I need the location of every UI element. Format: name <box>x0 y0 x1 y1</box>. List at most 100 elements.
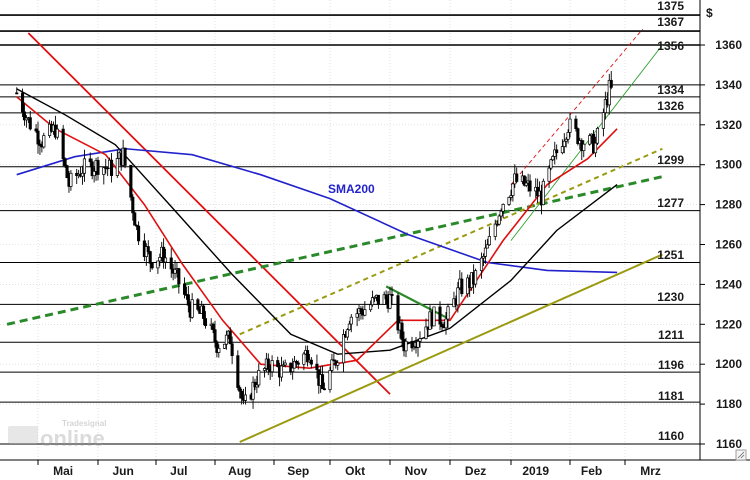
price-bar-body <box>133 212 137 226</box>
level-label: 1334 <box>657 83 684 97</box>
price-bar-body <box>294 361 298 364</box>
price-bar-body <box>63 158 67 166</box>
trendline-downtrend <box>27 32 391 395</box>
watermark-brand: Tradesignal <box>62 419 106 428</box>
level-labels: 1375 1367 1356 1334 1326 1299 1277 1251 1230 1211… <box>657 0 684 443</box>
price-bar-body <box>281 364 285 367</box>
y-axis-ticks: 1160 1180 1200 1220 1240 1260 1280 1300 1320 1340… <box>700 38 742 451</box>
price-bar-body <box>80 172 85 177</box>
price-bar-body <box>55 128 59 138</box>
price-bar-body <box>158 257 162 262</box>
price-bar-body <box>410 340 414 349</box>
price-bar-body <box>603 99 607 113</box>
price-bar-body <box>22 111 27 121</box>
y-tick-label: 1180 <box>716 397 742 411</box>
trendline-olive-dashed <box>239 147 663 336</box>
price-bar-body <box>438 306 442 325</box>
price-bar-body <box>528 180 532 192</box>
x-tick-label: Okt <box>345 464 365 478</box>
price-bar-body <box>253 381 257 388</box>
price-bar-body <box>211 323 215 331</box>
price-bar-body <box>400 322 404 340</box>
level-lines <box>0 14 700 445</box>
price-bar-body <box>609 79 613 88</box>
price-bar-body <box>524 182 528 186</box>
level-label: 1181 <box>658 389 684 403</box>
price-bar-body <box>36 130 40 145</box>
price-bar-body <box>196 299 200 310</box>
price-bar-body <box>566 132 570 140</box>
price-bar-body <box>262 368 267 371</box>
price-bar-body <box>309 359 313 365</box>
price-bar-body <box>306 350 310 363</box>
price-bar-body <box>390 294 394 296</box>
price-bar-body <box>266 358 270 370</box>
price-bar-body <box>292 361 297 369</box>
price-bar-body <box>384 294 388 300</box>
price-bar-body <box>243 394 248 401</box>
price-bar-body <box>481 256 486 259</box>
price-bar-body <box>555 149 559 154</box>
price-bar-body <box>349 316 353 325</box>
price-bar-body <box>61 128 65 160</box>
price-bar-body <box>240 390 244 399</box>
level-label: 1251 <box>657 248 684 262</box>
price-bar-body <box>289 362 293 372</box>
price-bar-body <box>588 135 592 145</box>
price-bar-body <box>363 309 367 316</box>
price-bar-body <box>203 318 208 326</box>
price-bar-body <box>487 236 491 246</box>
price-bar-body <box>509 195 513 198</box>
price-bar-body <box>485 244 489 249</box>
price-bar-body <box>497 215 501 225</box>
price-bar-body <box>156 260 160 269</box>
trendline-thin-green-up <box>510 44 663 241</box>
price-bar-body <box>65 165 69 179</box>
price-bar-body <box>123 147 127 166</box>
price-bar-body <box>276 360 280 367</box>
moving-averages <box>16 88 618 370</box>
currency-label: $ <box>706 6 713 20</box>
price-bar-body <box>109 159 114 176</box>
price-bar-body <box>92 171 96 177</box>
price-bar-body <box>82 158 87 174</box>
price-bar-body <box>238 387 242 392</box>
price-bar-body <box>96 160 100 175</box>
price-bar-body <box>320 374 325 390</box>
price-bar-body <box>595 128 600 144</box>
price-bar-body <box>115 158 119 176</box>
price-bar-body <box>131 196 135 214</box>
x-axis-ticks: Mai Jun Jul Aug Sep Okt Nov Dez 2019 Feb Mrz <box>37 460 661 478</box>
price-bar-body <box>522 175 526 186</box>
price-bar-body <box>416 340 420 348</box>
price-bar-body <box>291 367 295 372</box>
grid <box>0 0 700 460</box>
x-tick-label: Jun <box>112 464 133 478</box>
price-bar-body <box>215 341 219 353</box>
price-bar-body <box>418 338 422 342</box>
price-bar-body <box>257 370 261 386</box>
price-bar-body <box>576 128 580 145</box>
level-label: 1160 <box>658 429 684 443</box>
price-bar-body <box>102 167 106 175</box>
price-bar-body <box>251 381 255 400</box>
x-tick-label: Aug <box>228 464 251 478</box>
y-tick-label: 1200 <box>715 357 742 371</box>
sma-mid-line <box>16 88 618 355</box>
watermark: Tradesignal online <box>8 419 106 451</box>
price-bar-body <box>440 323 444 328</box>
price-bar-body <box>38 143 42 146</box>
level-label: 1299 <box>657 153 684 167</box>
y-tick-label: 1320 <box>715 118 742 132</box>
price-bar-body <box>28 117 32 130</box>
x-tick-label: Mai <box>53 464 73 478</box>
resize-handle-icon[interactable] <box>735 449 747 461</box>
price-bar-body <box>270 360 274 373</box>
price-bar-body <box>34 128 38 132</box>
price-bar-body <box>322 388 326 391</box>
y-tick-label: 1220 <box>715 317 742 331</box>
x-tick-label: Sep <box>287 464 309 478</box>
price-bar-body <box>376 294 380 305</box>
price-bar-body <box>15 92 19 95</box>
price-bar-body <box>601 112 605 129</box>
